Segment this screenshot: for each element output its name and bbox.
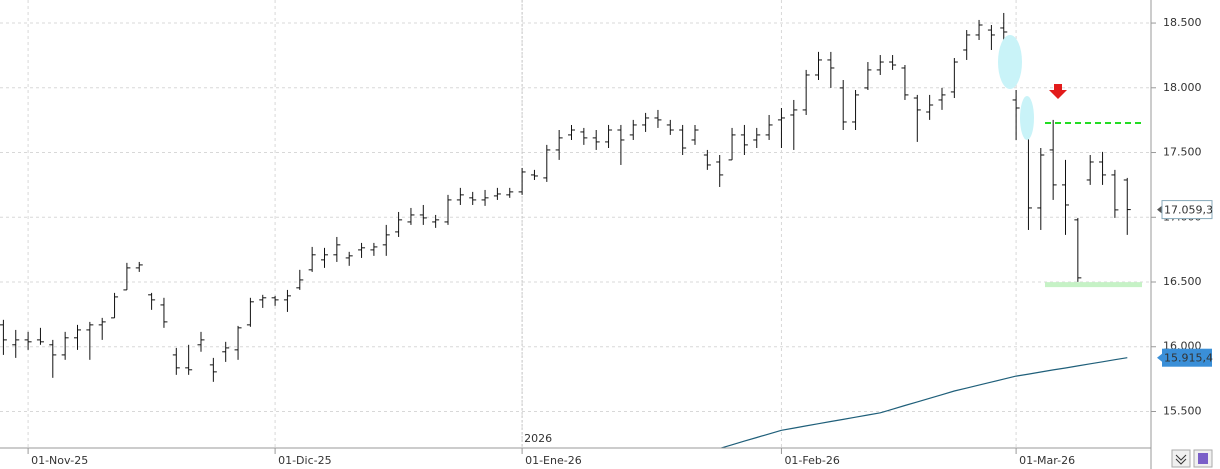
year-label: 2026 [524,432,552,445]
y-tick-label: 15.500 [1163,404,1202,417]
y-tick-label: 16.500 [1163,275,1202,288]
ma-tag-label: 15.915,4 [1164,352,1213,365]
ma-pointer [1157,353,1162,362]
moving-average-line [719,357,1128,448]
plot-area [0,12,1142,448]
x-tick-label: 01-Dic-25 [278,454,332,467]
price-pointer [1157,205,1162,214]
axes: 15.50016.00016.50017.00017.50018.00018.5… [27,16,1213,467]
zoom-icon [1175,454,1187,465]
x-tick-label: 01-Feb-26 [784,454,839,467]
y-tick-label: 18.500 [1163,16,1202,29]
y-tick-label: 18.000 [1163,81,1202,94]
zoom-button[interactable] [1171,449,1191,468]
price-tag-label: 17.059,3 [1164,204,1213,217]
x-tick-label: 01-Ene-26 [525,454,582,467]
x-tick-label: 01-Nov-25 [31,454,88,467]
ma-tag [1162,348,1212,367]
price-tag [1161,200,1213,220]
highlight [1020,96,1034,140]
down-arrow [1049,84,1067,99]
y-tick-label: 17.500 [1163,146,1202,159]
highlight [998,35,1022,89]
x-tick-label: 01-Mar-26 [1019,454,1075,467]
save-icon [1198,453,1208,464]
